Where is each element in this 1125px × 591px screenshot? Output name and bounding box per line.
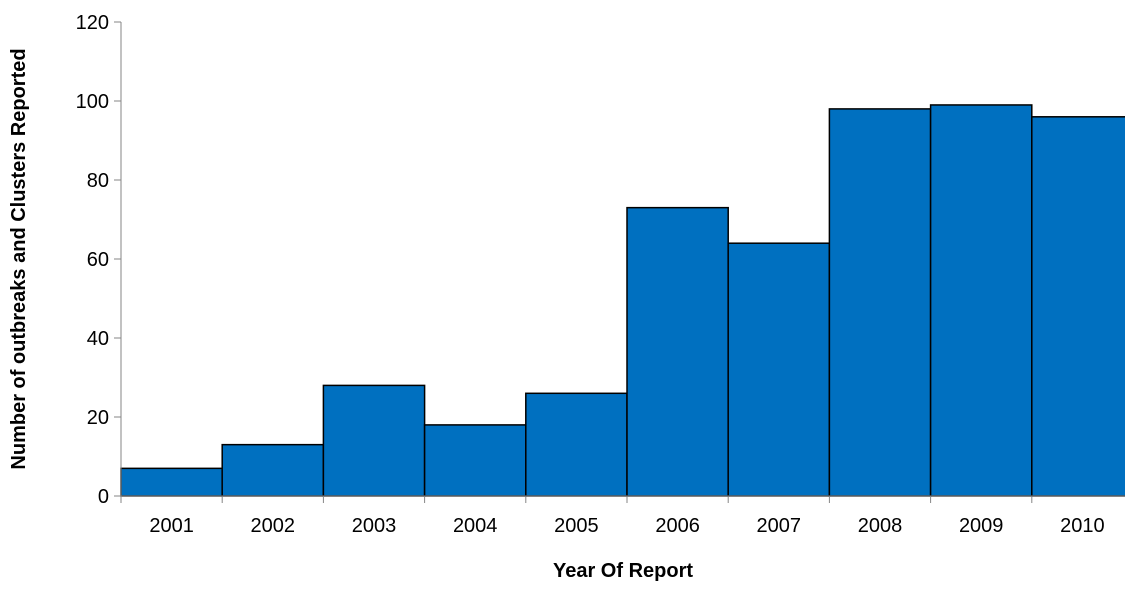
y-tick-label: 60: [87, 249, 109, 271]
x-tick-label: 2009: [959, 515, 1004, 537]
x-axis-ticks: 2001 2002 2003 2004 2005 2006 2007 2008 2009 2010: [120, 496, 1105, 537]
x-tick-label: 2002: [251, 515, 296, 537]
x-tick-label: 2008: [858, 515, 903, 537]
y-tick-label: 0: [98, 486, 109, 508]
y-tick-label: 80: [87, 170, 109, 192]
y-tick-label: 20: [87, 407, 109, 429]
bar-2007: [727, 242, 831, 497]
bar-2010: [1031, 116, 1125, 497]
y-axis-ticks: 0 20 40 60 80 100 120: [76, 12, 121, 508]
bar-2003: [322, 384, 426, 497]
bars-group: [120, 104, 1125, 497]
bar-2005: [525, 392, 628, 497]
x-tick-label: 2007: [757, 515, 802, 537]
bar-2002: [221, 443, 325, 497]
bar-2006: [626, 206, 729, 497]
y-axis-title: Number of outbreaks and Clusters Reporte…: [8, 48, 30, 469]
y-tick-label: 100: [76, 91, 109, 113]
bar-2001: [120, 467, 223, 497]
bar-2009: [929, 104, 1033, 497]
bar-2008: [828, 108, 932, 497]
x-tick-label: 2006: [655, 515, 700, 537]
y-tick-label: 40: [87, 328, 109, 350]
x-tick-label: 2001: [149, 515, 194, 537]
x-tick-label: 2010: [1060, 515, 1105, 537]
x-tick-label: 2003: [352, 515, 397, 537]
bar-2004: [423, 424, 527, 497]
x-tick-label: 2004: [453, 515, 498, 537]
y-tick-label: 120: [76, 12, 109, 34]
x-axis-title: Year Of Report: [553, 560, 693, 582]
x-tick-label: 2005: [554, 515, 599, 537]
